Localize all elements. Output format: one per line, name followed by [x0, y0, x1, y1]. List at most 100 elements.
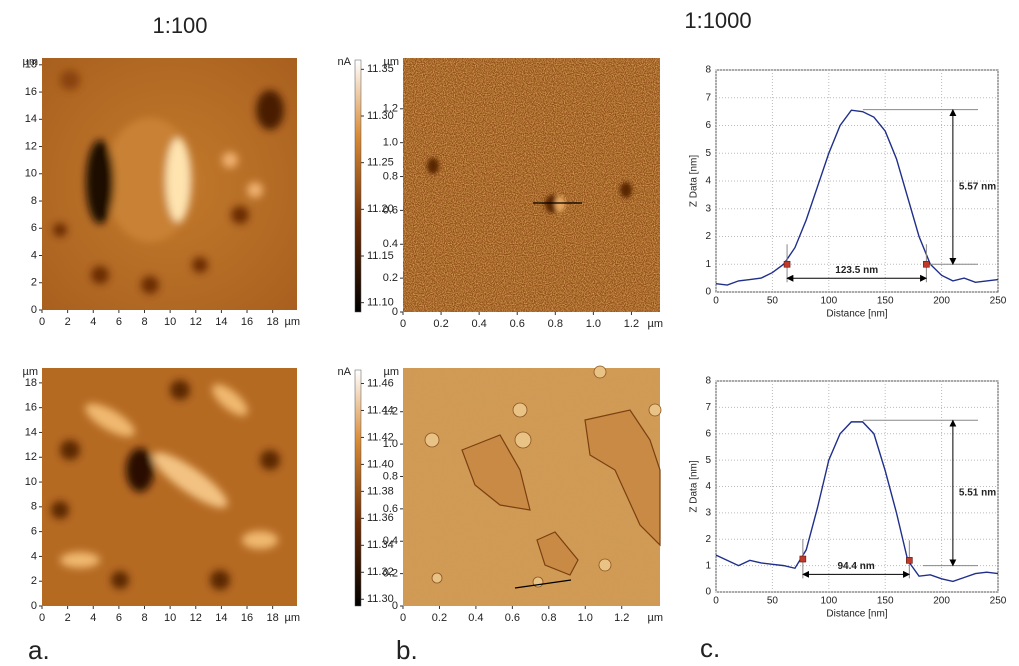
x-tick-label: 0 [39, 612, 45, 624]
y-tick-label: 0 [392, 306, 398, 318]
x-tick-label: 0 [39, 316, 45, 328]
y-tick-label: 1 [705, 259, 711, 270]
y-tick-label: 6 [705, 428, 711, 439]
x-tick-label: 6 [116, 316, 122, 328]
x-tick-label: 200 [933, 596, 950, 607]
x-unit: µm [647, 318, 663, 330]
x-tick-label: 2 [65, 316, 71, 328]
colorbar-tick-label: 11.35 [367, 63, 394, 75]
x-tick-label: 250 [990, 596, 1007, 607]
x-unit: µm [284, 612, 300, 624]
y-tick-label: 0.6 [383, 204, 398, 216]
y-tick-label: 16 [25, 86, 37, 98]
x-tick-label: 0 [400, 612, 406, 624]
y-tick-label: 12 [25, 451, 37, 463]
x-tick-label: 0.2 [432, 612, 447, 624]
x-tick-label: 16 [241, 316, 253, 328]
y-tick-label: 4 [31, 550, 37, 562]
x-tick-label: 14 [215, 316, 227, 328]
colorbar-unit: nA [338, 366, 352, 378]
header: 1:100 [152, 13, 207, 38]
x-tick-label: 14 [215, 612, 227, 624]
x-tick-label: 0.6 [510, 318, 525, 330]
y-tick-label: 6 [705, 120, 711, 131]
colorbar-tick-label: 11.32 [367, 566, 394, 578]
y-tick-label: 18 [25, 59, 37, 71]
x-tick-label: 0.4 [468, 612, 483, 624]
height-label: 5.51 nm [959, 488, 996, 499]
y-unit: µm [22, 366, 38, 378]
y-axis-label: Z Data [nm] [689, 460, 700, 512]
y-tick-label: 14 [25, 113, 37, 125]
y-tick-label: 2 [31, 277, 37, 289]
x-tick-label: 0 [713, 296, 719, 307]
y-tick-label: 6 [31, 222, 37, 234]
afm-image [403, 365, 662, 606]
y-tick-label: 4 [31, 249, 37, 261]
x-tick-label: 18 [267, 316, 279, 328]
x-tick-label: 6 [116, 612, 122, 624]
y-tick-label: 1.2 [383, 103, 398, 115]
x-tick-label: 0.8 [548, 318, 563, 330]
y-tick-label: 12 [25, 140, 37, 152]
y-tick-label: 8 [31, 195, 37, 207]
x-tick-label: 1.2 [624, 318, 639, 330]
x-tick-label: 0 [713, 596, 719, 607]
colorbar-tick-label: 11.40 [367, 458, 394, 470]
colorbar-unit: nA [338, 56, 352, 68]
y-tick-label: 1.0 [383, 438, 398, 450]
colorbar-tick-label: 11.46 [367, 377, 394, 389]
profile-marker [906, 557, 913, 564]
header: 1:1000 [684, 8, 751, 33]
x-tick-label: 50 [767, 596, 779, 607]
colorbar [354, 369, 362, 607]
y-tick-label: 4 [705, 481, 711, 492]
y-tick-label: 18 [25, 377, 37, 389]
y-axis-label: Z Data [nm] [689, 155, 700, 207]
x-unit: µm [647, 612, 663, 624]
x-tick-label: 16 [241, 612, 253, 624]
profile-marker [923, 260, 930, 268]
colorbar-tick-label: 11.34 [367, 539, 394, 551]
x-tick-label: 0.6 [505, 612, 520, 624]
colorbar-tick-label: 11.42 [367, 431, 394, 443]
y-tick-label: 3 [705, 203, 711, 214]
x-tick-label: 4 [90, 316, 96, 328]
y-tick-label: 7 [705, 402, 711, 413]
profile-line [715, 109, 999, 286]
y-unit: µm [383, 56, 399, 68]
y-tick-label: 4 [705, 176, 711, 187]
y-tick-label: 0.4 [383, 238, 398, 250]
y-tick-label: 0.2 [383, 568, 398, 580]
y-tick-label: 0.8 [383, 470, 398, 482]
x-axis-label: Distance [nm] [826, 609, 887, 620]
x-tick-label: 150 [877, 296, 894, 307]
y-tick-label: 0 [392, 600, 398, 612]
x-tick-label: 18 [267, 612, 279, 624]
y-tick-label: 2 [31, 575, 37, 587]
panel-label: c. [700, 633, 720, 663]
x-tick-label: 50 [767, 296, 779, 307]
x-tick-label: 8 [141, 612, 147, 624]
x-tick-label: 8 [141, 316, 147, 328]
x-tick-label: 200 [933, 296, 950, 307]
panel-label: b. [396, 635, 418, 665]
colorbar [354, 59, 362, 313]
y-tick-label: 10 [25, 168, 37, 180]
x-tick-label: 100 [820, 596, 837, 607]
y-tick-label: 0.8 [383, 170, 398, 182]
y-tick-label: 1.0 [383, 137, 398, 149]
colorbar-tick-label: 11.44 [367, 404, 394, 416]
colorbar-tick-label: 11.25 [367, 157, 394, 169]
y-tick-label: 0 [31, 304, 37, 316]
y-unit: µm [22, 56, 38, 68]
afm-image [403, 58, 660, 312]
colorbar-tick-label: 11.30 [367, 110, 394, 122]
y-tick-label: 0 [31, 600, 37, 612]
y-tick-label: 14 [25, 426, 37, 438]
x-tick-label: 0.8 [541, 612, 556, 624]
x-tick-label: 2 [65, 612, 71, 624]
colorbar-tick-label: 11.15 [367, 250, 394, 262]
x-tick-label: 12 [190, 316, 202, 328]
